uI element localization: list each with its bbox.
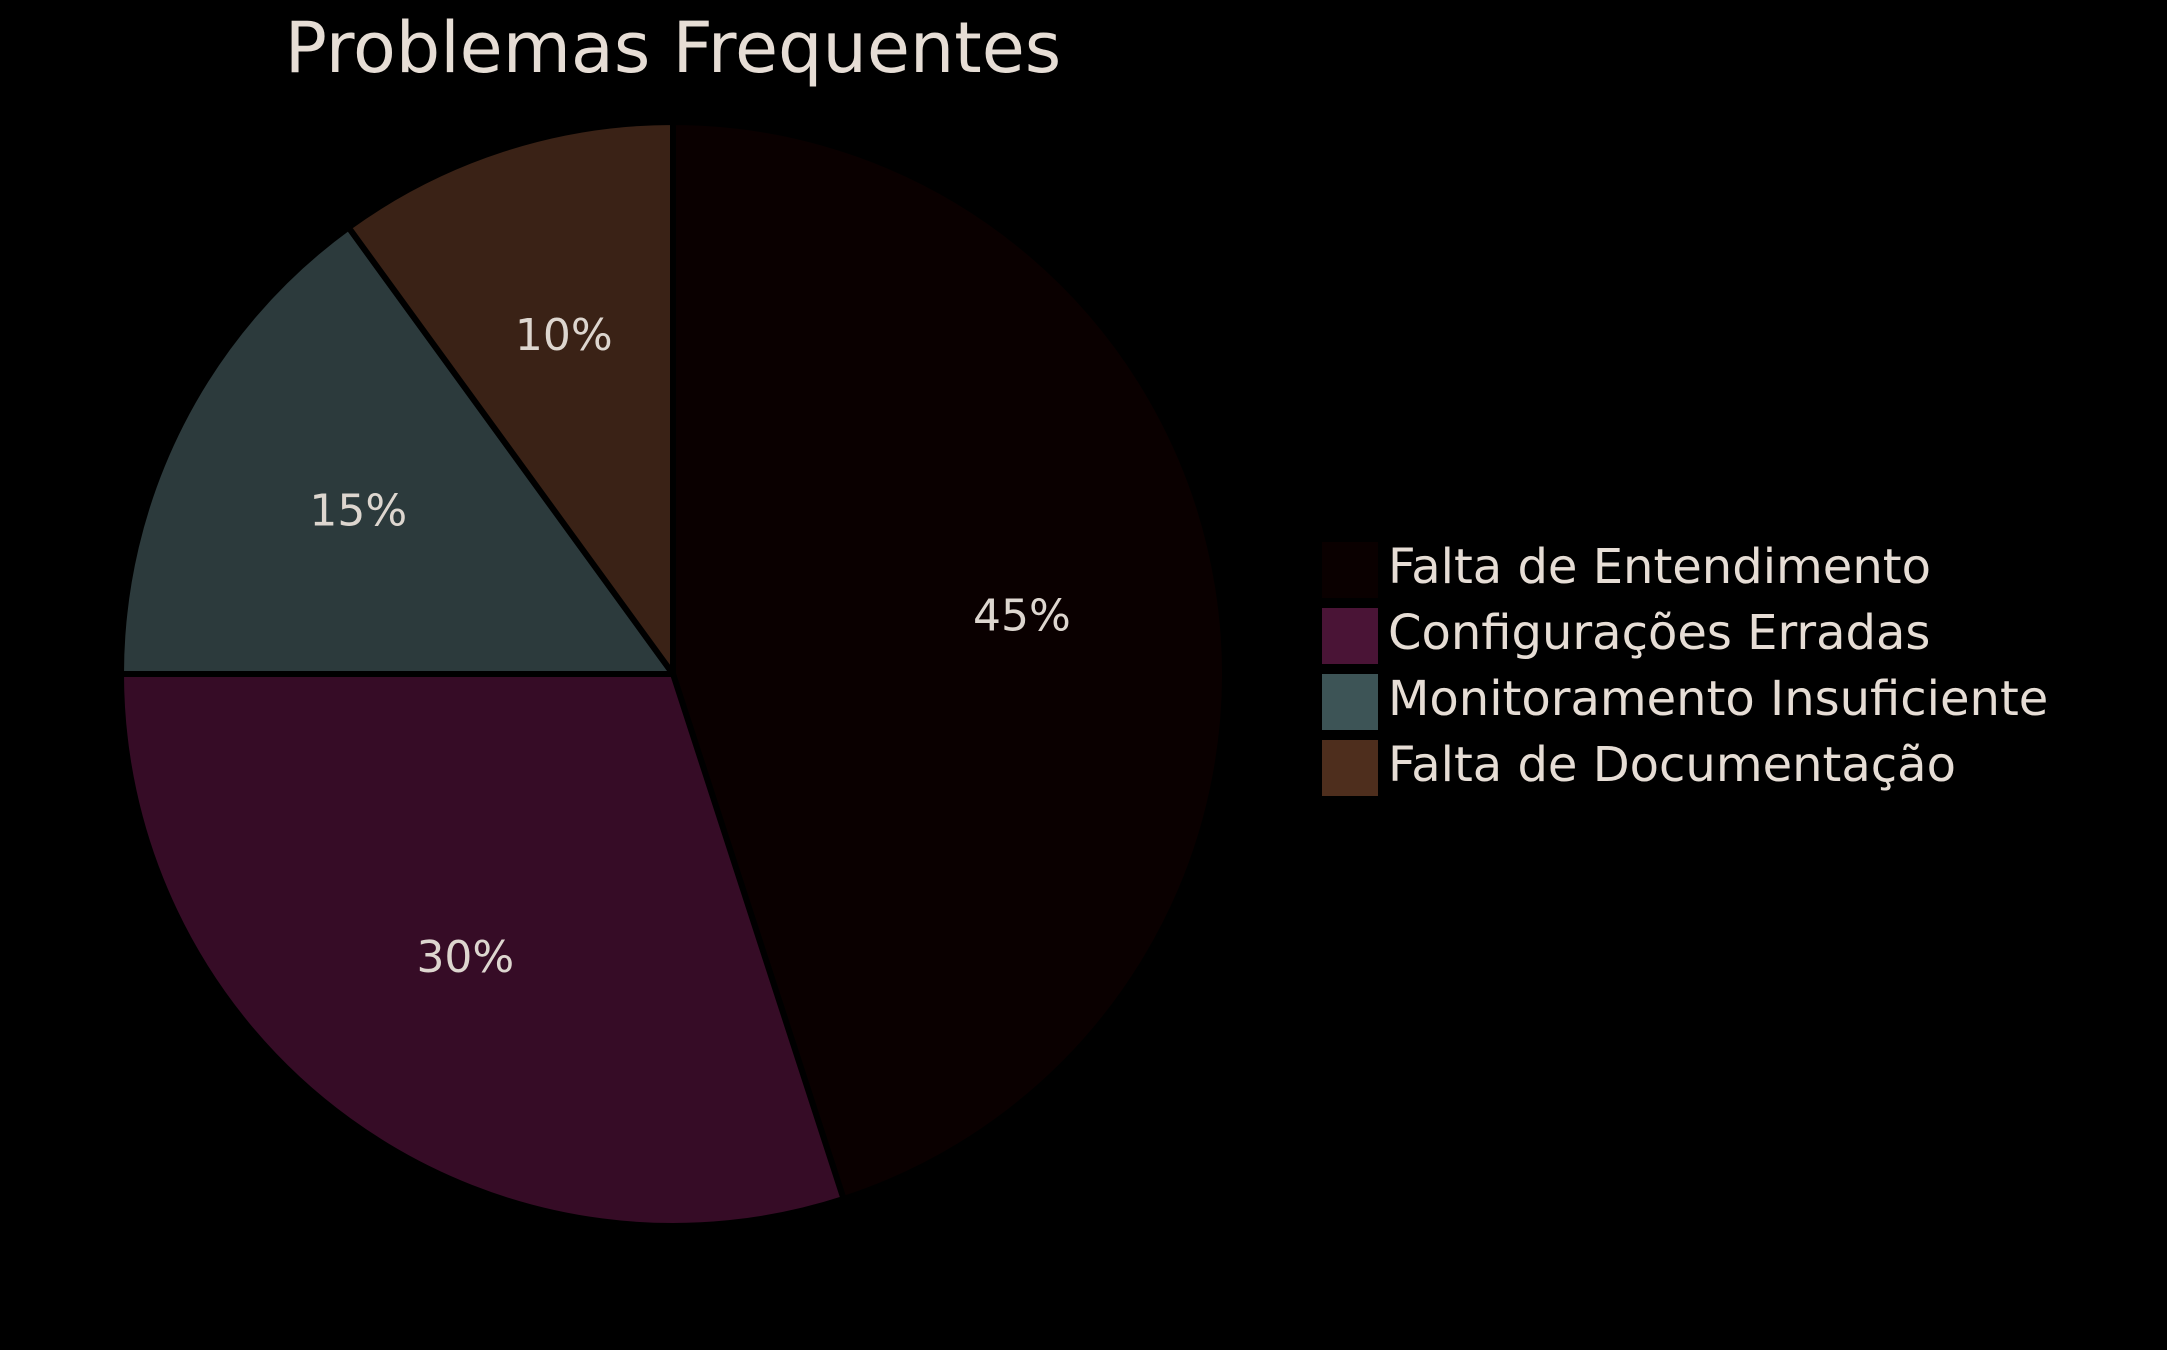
legend-swatch-falta-de-documentacao [1322, 740, 1378, 796]
pie-slice-label-falta-de-documentacao: 10% [515, 310, 613, 361]
legend-label-monitoramento-insuficiente: Monitoramento Insuficiente [1388, 671, 2048, 727]
pie-slice-label-falta-de-entendimento: 45% [973, 591, 1071, 642]
pie-slice-falta-de-documentacao [345, 119, 676, 677]
pie-slice-monitoramento-insuficiente [118, 224, 676, 677]
legend-label-configuracoes-erradas: Configurações Erradas [1388, 605, 1930, 661]
pie-slice-label-monitoramento-insuficiente: 15% [309, 486, 407, 537]
pie-slices [118, 119, 1228, 1229]
chart-title: Problemas Frequentes [285, 7, 1062, 89]
legend-label-falta-de-documentacao: Falta de Documentação [1388, 737, 1956, 793]
pie-slice-falta-de-entendimento [670, 119, 1228, 1202]
legend-label-falta-de-entendimento: Falta de Entendimento [1388, 539, 1931, 595]
pie-slice-label-configuracoes-erradas: 30% [416, 932, 514, 983]
legend-swatch-monitoramento-insuficiente [1322, 674, 1378, 730]
pie-slice-configuracoes-erradas [118, 671, 847, 1229]
legend-swatch-configuracoes-erradas [1322, 608, 1378, 664]
pie-slice-labels: 45% 30% 15% 10% [309, 310, 1070, 983]
chart-legend: Falta de Entendimento Configurações Errad… [1322, 539, 2048, 796]
legend-swatch-falta-de-entendimento [1322, 542, 1378, 598]
